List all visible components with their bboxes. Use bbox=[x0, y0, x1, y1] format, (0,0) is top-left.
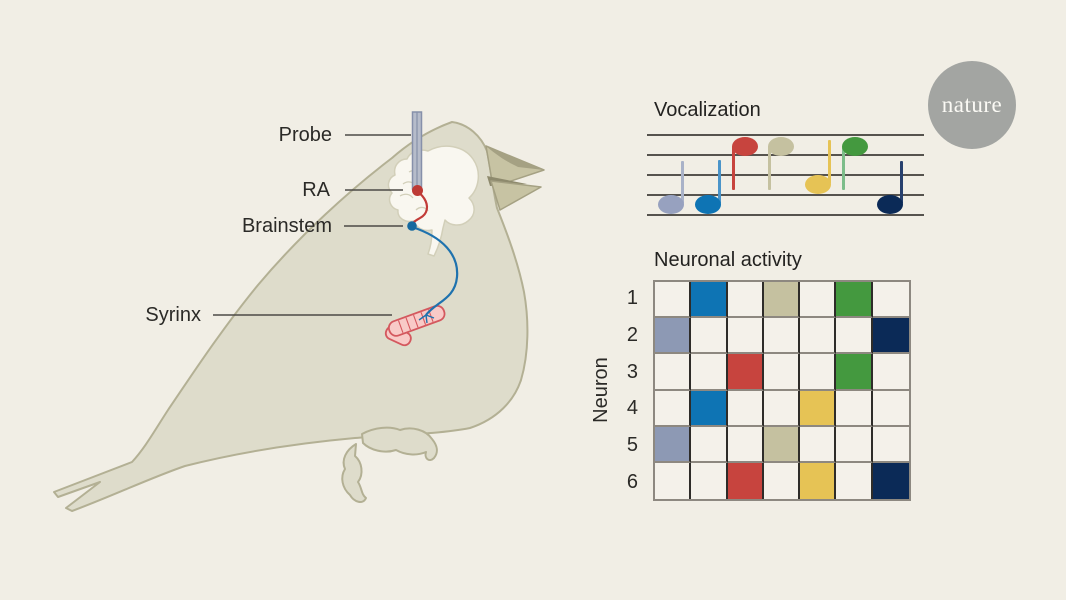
nerve-endings bbox=[418, 314, 435, 324]
syrinx-label: Syrinx bbox=[145, 304, 201, 326]
note-3-red bbox=[732, 136, 758, 156]
neuron-grid-cell-r3c3 bbox=[727, 354, 764, 391]
neuron-grid-cell-r2c2 bbox=[691, 318, 728, 355]
nature-logo: nature bbox=[928, 61, 1016, 149]
neuron-grid-cell-r4c7 bbox=[872, 390, 909, 427]
vocalization-title: Vocalization bbox=[654, 99, 761, 121]
neuron-row-label-2: 2 bbox=[626, 323, 638, 346]
brainstem-dot bbox=[407, 221, 417, 231]
brain-outline bbox=[387, 145, 480, 257]
ra-label: RA bbox=[302, 179, 330, 201]
ra-dot bbox=[412, 185, 423, 196]
neuron-row-label-6: 6 bbox=[626, 471, 638, 493]
probe-label: Probe bbox=[278, 124, 332, 146]
bird-foot-claw bbox=[341, 443, 367, 503]
neuron-grid-cell-r3c7 bbox=[872, 354, 909, 391]
neuron-grid-cell-r3c2 bbox=[691, 354, 728, 391]
neuron-grid-cell-r5c1 bbox=[655, 426, 692, 463]
neuron-grid-cell-r1c1 bbox=[655, 282, 692, 319]
probe-shaft bbox=[411, 111, 423, 190]
neuron-grid-cell-r5c5 bbox=[800, 426, 837, 463]
note-6-green bbox=[842, 136, 868, 156]
neuron-row-label-5: 5 bbox=[626, 434, 638, 457]
nerve-brainstem-to-syrinx bbox=[411, 225, 459, 316]
note-6-green-stem bbox=[842, 146, 845, 190]
neuron-grid-cell-r6c1 bbox=[655, 462, 692, 499]
neuron-grid-cell-r1c6 bbox=[836, 282, 873, 319]
neuron-grid-cell-r2c5 bbox=[800, 318, 837, 355]
syrinx-organ bbox=[384, 304, 446, 347]
neuron-grid-cell-r2c4 bbox=[763, 318, 801, 355]
neuron-grid-cell-r3c4 bbox=[763, 354, 801, 391]
neuron-grid-cell-r5c6 bbox=[836, 426, 873, 463]
neuron-grid-cell-r6c6 bbox=[836, 462, 873, 499]
neuron-grid-cell-r1c5 bbox=[800, 282, 837, 319]
neuron-grid-cell-r5c4 bbox=[763, 426, 801, 463]
neuron-grid-cell-r2c1 bbox=[655, 318, 692, 355]
neuron-grid-cell-r6c2 bbox=[691, 462, 728, 499]
beak-lower bbox=[490, 180, 542, 211]
neuron-grid-cell-r6c4 bbox=[763, 462, 801, 499]
beak-upper-shadow bbox=[486, 146, 544, 170]
note-4-tan bbox=[768, 136, 794, 156]
staff-line bbox=[647, 174, 924, 176]
neuron-grid-cell-r5c3 bbox=[727, 426, 764, 463]
nerve-ra-to-brainstem bbox=[410, 190, 429, 226]
neuron-grid-cell-r4c5 bbox=[800, 390, 837, 427]
neuron-grid-cell-r4c4 bbox=[763, 390, 801, 427]
note-5-yellow bbox=[805, 174, 831, 194]
neuron-grid-cell-r4c1 bbox=[655, 390, 692, 427]
staff-line bbox=[647, 214, 924, 216]
neuron-grid-cell-r5c2 bbox=[691, 426, 728, 463]
note-7-navy bbox=[877, 194, 903, 214]
neuron-axis-label: Neuron bbox=[590, 357, 612, 423]
neuron-grid-cell-r4c3 bbox=[727, 390, 764, 427]
neuron-grid bbox=[653, 280, 911, 501]
bird-foot-front bbox=[361, 426, 438, 462]
neuron-grid-cell-r6c7 bbox=[872, 462, 909, 499]
note-2-blue bbox=[695, 194, 721, 214]
note-3-red-stem bbox=[732, 146, 735, 190]
note-1-lavender bbox=[658, 194, 684, 214]
neuron-grid-cell-r2c3 bbox=[727, 318, 764, 355]
brainstem-label: Brainstem bbox=[241, 215, 332, 237]
brain-folds bbox=[399, 169, 429, 212]
neuron-row-label-3: 3 bbox=[626, 360, 638, 383]
note-7-navy-stem bbox=[900, 161, 903, 204]
neuron-grid-cell-r1c3 bbox=[727, 282, 764, 319]
neuron-row-label-1: 1 bbox=[626, 287, 638, 309]
neuron-grid-cell-r6c5 bbox=[800, 462, 837, 499]
neuron-grid-cell-r3c1 bbox=[655, 354, 692, 391]
staff-line bbox=[647, 134, 924, 136]
neuron-grid-cell-r1c4 bbox=[763, 282, 801, 319]
note-1-lavender-stem bbox=[681, 161, 684, 204]
neuron-grid-cell-r3c6 bbox=[836, 354, 873, 391]
nature-logo-text: nature bbox=[941, 92, 1003, 117]
neuron-grid-cell-r2c7 bbox=[872, 318, 909, 355]
neuron-grid-cell-r4c6 bbox=[836, 390, 873, 427]
leader-lines bbox=[213, 134, 411, 316]
neuron-grid-cell-r1c2 bbox=[691, 282, 728, 319]
note-2-blue-stem bbox=[718, 160, 721, 204]
neuron-grid-cell-r1c7 bbox=[872, 282, 909, 319]
neuron-row-label-4: 4 bbox=[626, 397, 638, 420]
neuronal-activity-title: Neuronal activity bbox=[654, 249, 802, 271]
neuron-grid-cell-r6c3 bbox=[727, 462, 764, 499]
neuron-grid-cell-r3c5 bbox=[800, 354, 837, 391]
neuron-grid-cell-r5c7 bbox=[872, 426, 909, 463]
staff-line bbox=[647, 194, 924, 196]
neuron-grid-cell-r2c6 bbox=[836, 318, 873, 355]
neuron-grid-cell-r4c2 bbox=[691, 390, 728, 427]
note-4-tan-stem bbox=[768, 146, 771, 190]
note-5-yellow-stem bbox=[828, 140, 831, 184]
